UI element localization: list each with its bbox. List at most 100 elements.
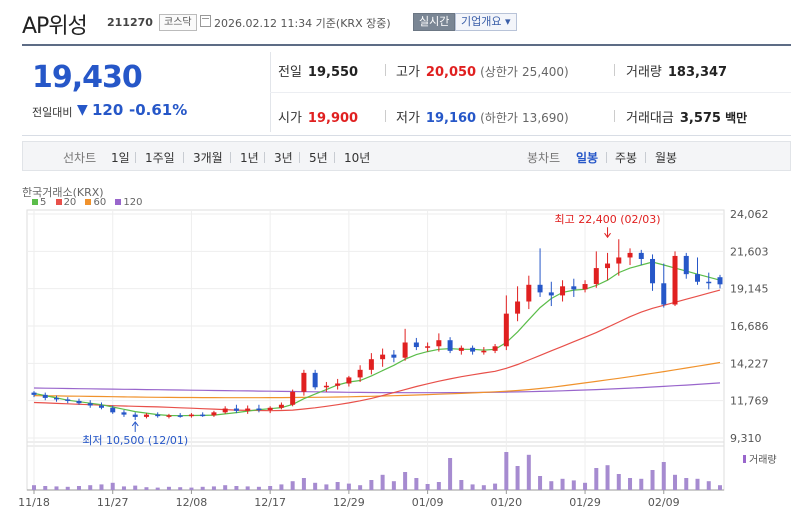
- ma-line-ma120: [33, 382, 721, 394]
- volume-bar: [358, 485, 363, 490]
- volume-bar: [515, 466, 520, 490]
- line-chart-tab[interactable]: 선차트: [63, 151, 97, 165]
- volume-label: 거래량: [626, 65, 662, 80]
- down-arrow-icon: ▼: [77, 102, 88, 118]
- candle-body: [245, 408, 251, 411]
- candle-body: [143, 414, 149, 417]
- quote-row-divider: [270, 92, 791, 93]
- volume-bar: [459, 480, 464, 490]
- candle-body: [267, 407, 273, 411]
- candle-body: [537, 284, 543, 293]
- candle-body: [357, 369, 363, 378]
- period-1y[interactable]: 1년: [240, 151, 259, 165]
- lower-limit-label: (하한가: [480, 111, 518, 125]
- candle-chart-tab[interactable]: 봉차트: [527, 151, 561, 165]
- volume-bar: [290, 481, 295, 490]
- low-label: 저가: [396, 111, 420, 126]
- prev-close-label: 전일: [278, 65, 302, 80]
- candle-body: [402, 342, 408, 358]
- x-tick-label: 01/20: [490, 496, 522, 509]
- candle-monthly[interactable]: 월봉: [655, 151, 678, 165]
- volume-bar: [425, 484, 430, 490]
- candle-body: [560, 286, 566, 296]
- y-tick-label: 11,769: [730, 395, 769, 408]
- price-chart[interactable]: 한국거래소(KRX) 5 20 60 120 24,062 21,603 19,14…: [0, 180, 791, 530]
- trade-value-amount: 3,575: [679, 111, 721, 126]
- candle-body: [638, 252, 644, 259]
- period-1d[interactable]: 1일: [111, 151, 130, 165]
- candle-body: [458, 347, 464, 351]
- candle-weekly[interactable]: 주봉: [615, 151, 638, 165]
- volume-bar: [380, 474, 385, 490]
- volume-value: 183,347: [667, 65, 728, 80]
- legend-ma20-label: 20: [63, 197, 77, 208]
- chart-period-bar: 선차트 1일 1주일 3개월 1년 3년 5년 10년 봉차트 일봉 주봉 월봉: [22, 141, 791, 171]
- candle-body: [166, 415, 172, 417]
- min-arrow-icon: [131, 421, 139, 427]
- chart-source-label: 한국거래소(KRX): [22, 186, 104, 199]
- y-tick-label: 19,145: [730, 283, 769, 296]
- candle-body: [312, 372, 318, 388]
- volume-bar: [279, 484, 284, 490]
- x-tick-label: 01/09: [412, 496, 444, 509]
- period-3m[interactable]: 3개월: [193, 151, 223, 165]
- realtime-button[interactable]: 실시간: [413, 13, 456, 31]
- company-overview-button[interactable]: 기업개요 ▾: [455, 13, 517, 31]
- candle-body: [278, 404, 284, 408]
- chart-canvas[interactable]: 24,062 21,603 19,145 16,686 14,227 11,769 9,31…: [0, 180, 791, 530]
- ma-line-ma5: [33, 261, 721, 417]
- volume-bar: [594, 468, 599, 490]
- candle-body: [155, 414, 161, 417]
- candle-body: [425, 346, 431, 348]
- volume-bar: [403, 472, 408, 490]
- volume-bar: [110, 482, 115, 490]
- candle-body: [391, 354, 397, 358]
- period-3y[interactable]: 3년: [274, 151, 293, 165]
- volume-bar: [481, 485, 486, 490]
- low-price: 저가 19,160 (하한가 13,690): [396, 107, 569, 126]
- volume-bar: [391, 481, 396, 490]
- volume-bar: [493, 483, 498, 490]
- candle-body: [87, 403, 93, 406]
- legend-ma5-label: 5: [40, 197, 47, 208]
- period-1w[interactable]: 1주일: [145, 151, 175, 165]
- candle-body: [492, 346, 498, 351]
- volume-bar: [718, 485, 722, 490]
- candle-body: [672, 255, 678, 305]
- x-tick-label: 12/29: [333, 496, 365, 509]
- volume-bar: [268, 486, 273, 490]
- volume-bar: [335, 482, 340, 490]
- volume-bar: [155, 487, 160, 490]
- candle-body: [503, 313, 509, 347]
- stock-name: AP위성: [22, 14, 88, 39]
- candle-body: [695, 274, 701, 282]
- volume-bar: [88, 485, 93, 490]
- candle-body: [515, 301, 521, 314]
- x-tick-label: 01/29: [569, 496, 601, 509]
- upper-limit-value: 25,400): [522, 65, 569, 79]
- candle-body: [650, 258, 656, 284]
- quote-separator: [385, 64, 386, 76]
- volume-bar: [673, 474, 678, 490]
- x-tick-label: 11/18: [18, 496, 50, 509]
- period-10y[interactable]: 10년: [344, 151, 371, 165]
- candle-body: [301, 372, 307, 392]
- candle-body: [76, 400, 82, 404]
- y-tick-label: 16,686: [730, 320, 769, 333]
- period-separator: [230, 152, 231, 163]
- high-label: 고가: [396, 65, 420, 80]
- candle-body: [605, 263, 611, 269]
- volume-bar: [414, 478, 419, 490]
- candle-body: [582, 284, 588, 290]
- volume-bar: [650, 470, 655, 490]
- volume-bar: [526, 454, 531, 490]
- candle-daily[interactable]: 일봉: [576, 151, 599, 165]
- x-tick-label: 02/09: [648, 496, 680, 509]
- trade-value-label: 거래대금: [626, 111, 674, 126]
- period-5y[interactable]: 5년: [309, 151, 328, 165]
- candle-body: [661, 283, 667, 305]
- legend-swatch: [115, 199, 122, 205]
- candle-body: [380, 354, 386, 360]
- open-value: 19,900: [307, 111, 359, 126]
- volume-bar: [43, 486, 48, 490]
